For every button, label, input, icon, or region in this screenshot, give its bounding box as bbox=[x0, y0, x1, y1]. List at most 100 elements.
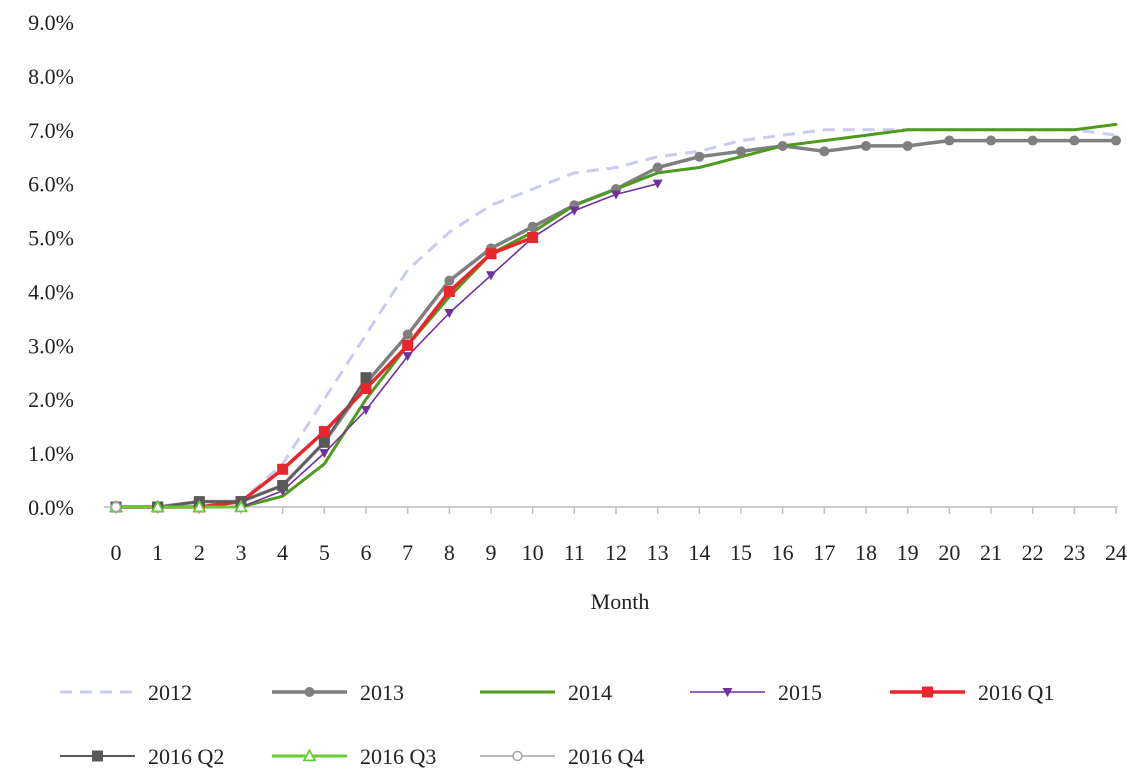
data-point-2015 bbox=[402, 352, 413, 362]
series-line-2016-q1 bbox=[114, 235, 535, 509]
data-point-2016-q1 bbox=[360, 382, 372, 394]
x-tick-label: 16 bbox=[772, 540, 794, 565]
legend-item-2014: 2014 bbox=[480, 680, 612, 705]
x-tick-label: 12 bbox=[605, 540, 627, 565]
series-line-2015 bbox=[115, 182, 659, 508]
legend-marker bbox=[304, 687, 315, 697]
legend-marker bbox=[92, 750, 103, 762]
x-tick-label: 23 bbox=[1063, 540, 1085, 565]
y-tick-label: 8.0% bbox=[28, 64, 74, 89]
data-point-2016-q2 bbox=[360, 372, 372, 384]
legend-item-2012: 2012 bbox=[60, 680, 192, 705]
y-tick-label: 4.0% bbox=[28, 279, 74, 304]
y-tick-label: 0.0% bbox=[28, 495, 74, 520]
data-point-2013 bbox=[736, 146, 746, 157]
data-point-2015 bbox=[486, 271, 496, 281]
x-axis: 0 1 2 3 4 5 6 7 8 9 10 11 12 13 14 15 16 17 18 19 20 21 22 23 24 bbox=[111, 507, 1127, 565]
data-point-2013 bbox=[861, 140, 871, 151]
y-axis-tick-labels: 0.0% 1.0% 2.0% 3.0% 4.0% 5.0% 6.0% 7.0% 8.0% 9.0% bbox=[28, 10, 74, 520]
x-tick-label: 18 bbox=[855, 540, 877, 565]
legend-item-2016-q3: 2016 Q3 bbox=[272, 744, 436, 769]
x-tick-label: 21 bbox=[980, 540, 1002, 565]
data-point-2013 bbox=[777, 140, 788, 151]
legend: 2012 2013 2014 2015 2016 Q1 2016 Q2 2016 Q3 201… bbox=[60, 680, 1054, 769]
data-point-2016-q3 bbox=[150, 499, 165, 513]
data-point-2015 bbox=[569, 206, 580, 216]
data-point-2016-q1 bbox=[485, 248, 497, 260]
y-tick-label: 1.0% bbox=[28, 441, 74, 466]
y-tick-label: 2.0% bbox=[28, 387, 74, 412]
x-tick-label: 5 bbox=[319, 540, 330, 565]
x-tick-label: 19 bbox=[897, 540, 919, 565]
x-tick-label: 17 bbox=[813, 540, 835, 565]
data-point-2015 bbox=[319, 449, 330, 459]
data-point-2016-q4 bbox=[110, 501, 122, 513]
data-point-2016-q3 bbox=[192, 499, 207, 513]
data-point-2015 bbox=[361, 406, 371, 415]
data-point-2016-q1 bbox=[402, 339, 414, 351]
legend-marker bbox=[922, 686, 933, 698]
x-tick-label: 1 bbox=[152, 540, 163, 565]
y-tick-label: 6.0% bbox=[28, 172, 74, 197]
data-point-2013 bbox=[1111, 135, 1121, 146]
legend-label: 2016 Q3 bbox=[360, 744, 436, 769]
x-tick-label: 0 bbox=[111, 540, 122, 565]
x-axis-title: Month bbox=[591, 589, 650, 614]
data-point-2013 bbox=[819, 146, 830, 157]
data-point-2013 bbox=[902, 140, 913, 151]
series-markers bbox=[108, 135, 1121, 513]
data-point-2013 bbox=[527, 221, 538, 232]
legend-label: 2012 bbox=[148, 680, 192, 705]
data-point-2016-q3 bbox=[233, 499, 249, 513]
legend-label: 2015 bbox=[778, 680, 822, 705]
data-point-2013 bbox=[444, 275, 455, 286]
x-tick-label: 3 bbox=[236, 540, 247, 565]
legend-marker bbox=[722, 688, 733, 697]
legend-label: 2016 Q2 bbox=[148, 744, 224, 769]
data-point-2015 bbox=[611, 190, 621, 200]
x-tick-label: 4 bbox=[277, 540, 288, 565]
legend-label: 2014 bbox=[568, 680, 612, 705]
y-tick-label: 7.0% bbox=[28, 118, 74, 143]
legend-item-2016-q1: 2016 Q1 bbox=[890, 680, 1054, 705]
legend-item-2013: 2013 bbox=[272, 680, 404, 705]
legend-item-2016-q2: 2016 Q2 bbox=[60, 744, 224, 769]
series-lines bbox=[114, 122, 1118, 509]
data-point-2015 bbox=[444, 309, 455, 318]
data-point-2013 bbox=[986, 135, 996, 146]
x-tick-label: 10 bbox=[522, 540, 544, 565]
data-point-2013 bbox=[1027, 135, 1038, 146]
data-point-2016-q1 bbox=[318, 426, 330, 438]
data-point-2013 bbox=[1069, 135, 1080, 146]
data-point-2016-q2 bbox=[277, 479, 289, 491]
x-tick-label: 13 bbox=[647, 540, 669, 565]
data-point-2016-q1 bbox=[277, 463, 289, 475]
x-tick-label: 11 bbox=[564, 540, 585, 565]
series-line-2014 bbox=[114, 122, 1118, 509]
data-point-2015 bbox=[652, 179, 663, 189]
legend-item-2015: 2015 bbox=[690, 680, 822, 705]
data-point-2016-q1 bbox=[527, 232, 539, 244]
x-tick-label: 15 bbox=[730, 540, 752, 565]
data-point-2016-q2 bbox=[318, 436, 330, 448]
x-tick-label: 14 bbox=[688, 540, 710, 565]
data-point-2013 bbox=[402, 329, 413, 340]
y-tick-label: 3.0% bbox=[28, 333, 74, 358]
data-point-2016-q1 bbox=[443, 285, 455, 297]
x-tick-label: 2 bbox=[194, 540, 205, 565]
x-tick-label: 20 bbox=[938, 540, 960, 565]
x-tick-label: 6 bbox=[361, 540, 372, 565]
x-tick-label: 22 bbox=[1022, 540, 1044, 565]
data-point-2013 bbox=[944, 135, 955, 146]
legend-marker bbox=[302, 748, 317, 762]
y-tick-label: 9.0% bbox=[28, 10, 74, 35]
legend-item-2016-q4: 2016 Q4 bbox=[480, 744, 644, 769]
x-tick-label: 24 bbox=[1105, 540, 1127, 565]
legend-label: 2016 Q1 bbox=[978, 680, 1054, 705]
legend-marker bbox=[512, 750, 523, 762]
data-point-2013 bbox=[694, 151, 705, 162]
x-tick-label: 9 bbox=[486, 540, 497, 565]
x-tick-label: 8 bbox=[444, 540, 455, 565]
y-tick-label: 5.0% bbox=[28, 226, 74, 251]
